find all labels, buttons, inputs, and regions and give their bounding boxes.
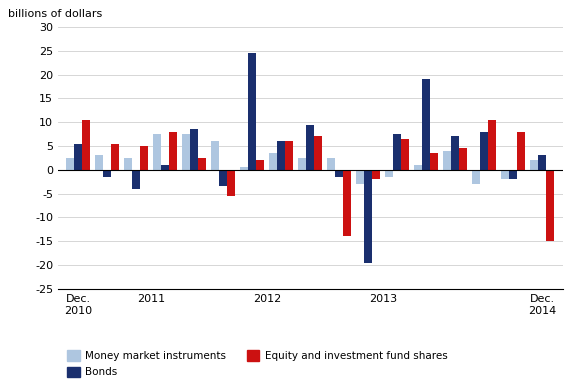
- Bar: [161, 165, 169, 170]
- Bar: [103, 170, 111, 177]
- Text: billions of dollars: billions of dollars: [8, 9, 102, 19]
- Bar: [530, 160, 538, 170]
- Bar: [227, 170, 235, 196]
- Bar: [153, 134, 161, 170]
- Bar: [132, 170, 140, 189]
- Bar: [74, 144, 82, 170]
- Bar: [219, 170, 227, 186]
- Bar: [82, 120, 90, 170]
- Bar: [169, 132, 177, 170]
- Bar: [343, 170, 351, 236]
- Bar: [211, 141, 219, 170]
- Bar: [472, 170, 480, 184]
- Bar: [414, 165, 422, 170]
- Bar: [372, 170, 380, 179]
- Bar: [66, 158, 74, 170]
- Bar: [385, 170, 393, 177]
- Bar: [546, 170, 554, 241]
- Bar: [488, 120, 496, 170]
- Bar: [501, 170, 509, 179]
- Bar: [443, 151, 451, 170]
- Bar: [422, 79, 430, 170]
- Bar: [538, 156, 546, 170]
- Bar: [314, 136, 322, 170]
- Bar: [140, 146, 148, 170]
- Bar: [182, 134, 190, 170]
- Bar: [198, 158, 206, 170]
- Bar: [240, 167, 248, 170]
- Bar: [95, 156, 103, 170]
- Bar: [124, 158, 132, 170]
- Bar: [277, 141, 285, 170]
- Bar: [509, 170, 517, 179]
- Bar: [480, 132, 488, 170]
- Bar: [451, 136, 459, 170]
- Bar: [393, 134, 401, 170]
- Bar: [111, 144, 119, 170]
- Bar: [364, 170, 372, 263]
- Bar: [430, 153, 438, 170]
- Bar: [335, 170, 343, 177]
- Bar: [269, 153, 277, 170]
- Bar: [285, 141, 293, 170]
- Bar: [256, 160, 264, 170]
- Bar: [327, 158, 335, 170]
- Bar: [356, 170, 364, 184]
- Bar: [248, 53, 256, 170]
- Bar: [401, 139, 409, 170]
- Bar: [298, 158, 306, 170]
- Legend: Money market instruments, Bonds, Equity and investment fund shares: Money market instruments, Bonds, Equity …: [63, 346, 452, 382]
- Bar: [517, 132, 525, 170]
- Bar: [459, 148, 467, 170]
- Bar: [190, 129, 198, 170]
- Bar: [306, 124, 314, 170]
